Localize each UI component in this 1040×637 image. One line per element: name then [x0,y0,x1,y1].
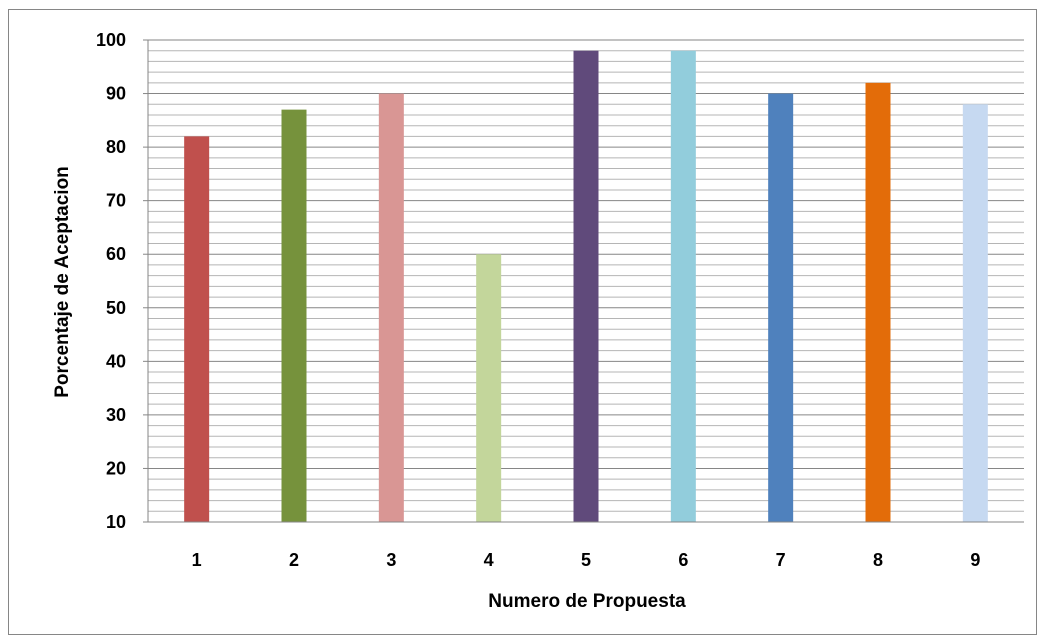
bar-5 [573,50,599,522]
x-tick-label: 2 [289,550,299,570]
x-tick-label: 7 [776,550,786,570]
bar-2 [281,109,307,522]
y-tick-label: 100 [96,30,126,50]
x-tick-label: 4 [484,550,494,570]
y-tick-label: 60 [106,244,126,264]
bar-9 [962,104,988,523]
y-tick-labels: 10 20 30 40 50 60 70 80 90 100 [96,30,148,532]
x-tick-label: 8 [873,550,883,570]
x-tick-label: 3 [386,550,396,570]
bar-4 [476,254,502,522]
y-tick-label: 30 [106,405,126,425]
bar-8 [865,82,891,522]
x-tick-label: 9 [970,550,980,570]
y-tick-label: 10 [106,512,126,532]
bar-6 [670,50,696,522]
bar-3 [378,93,404,523]
x-tick-label: 5 [581,550,591,570]
x-axis-title: Numero de Propuesta [488,591,686,612]
bars [184,50,988,523]
bar-1 [184,136,210,522]
y-tick-label: 40 [106,351,126,371]
bar-7 [768,93,794,523]
y-tick-label: 20 [106,458,126,478]
y-tick-label: 70 [106,191,126,211]
x-tick-label: 1 [192,550,202,570]
y-tick-label: 50 [106,298,126,318]
y-tick-label: 80 [106,137,126,157]
y-tick-label: 90 [106,84,126,104]
x-tick-labels: 1 2 3 4 5 6 7 8 9 [192,550,981,570]
x-tick-label: 6 [678,550,688,570]
y-axis-title: Porcentaje de Aceptacion [52,166,73,398]
